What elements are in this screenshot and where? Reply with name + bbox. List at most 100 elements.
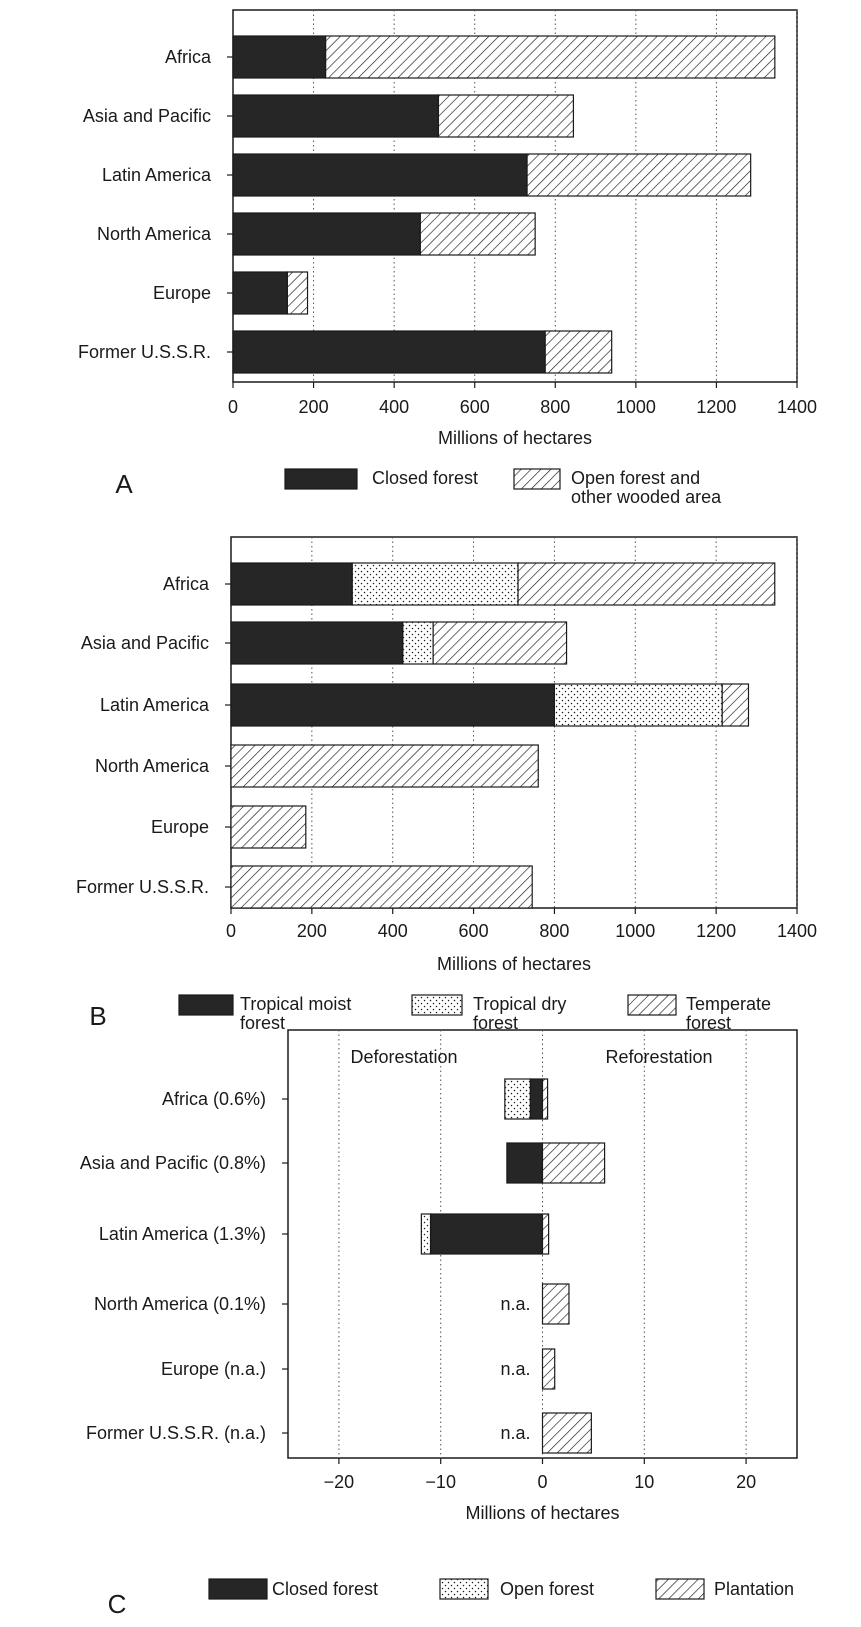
panel-a-category-label-asia-and-pacific: Asia and Pacific (83, 106, 211, 126)
panel-b-bar-latin-america-temperate-forest (721, 683, 750, 727)
panel-a-bar-asia-and-pacific-closed-forest (232, 94, 440, 138)
panel-a-bar-africa-closed-forest (232, 35, 327, 79)
panel-c-forest-change-chart: −20 −10 0 10 20 Millions of hectares Africa (0… (80, 1029, 798, 1619)
panel-a-legend-swatch-open-forest-and-other-wooded-area (513, 468, 561, 490)
panel-b-bar-asia-and-pacific-tropical-moist-forest (230, 621, 404, 665)
panel-c-legend-label-open-forest: Open forest (500, 1579, 594, 1599)
panel-a-legend-label-line: other wooded area (571, 487, 722, 507)
panel-b-panel-letter: B (89, 1001, 106, 1031)
panel-c-x-tick-label: −20 (324, 1472, 355, 1492)
panel-a-bar-africa-open-forest-and-other-wooded-area (325, 35, 776, 79)
panel-b-x-tick-label: 1400 (777, 921, 817, 941)
panel-a-legend-label-line: Open forest and (571, 468, 700, 488)
panel-a-category-label-africa: Africa (165, 47, 212, 67)
panel-b-legend-swatch-tropical-dry-forest (411, 994, 463, 1016)
panel-b-legend-swatch-temperate-forest (627, 994, 677, 1016)
panel-b-legend-label-tropical-dry-forest: Tropical dry forest (473, 994, 566, 1033)
panel-b-category-label-north-america: North America (95, 756, 210, 776)
panel-c-x-tick-label: 20 (736, 1472, 756, 1492)
panel-b-legend-swatch-tropical-moist-forest (178, 994, 234, 1016)
panel-b-category-label-asia-and-pacific: Asia and Pacific (81, 633, 209, 653)
panel-c-bar-asia-and-pacific-0-8-plantation (541, 1142, 606, 1184)
panel-a-x-axis-title: Millions of hectares (438, 428, 592, 448)
panel-b-bar-latin-america-tropical-moist-forest (230, 683, 556, 727)
panel-a-bar-asia-and-pacific-open-forest-and-other-wooded-area (437, 94, 575, 138)
panel-b-x-tick-label: 1200 (696, 921, 736, 941)
panel-a-x-tick-label: 1200 (696, 397, 736, 417)
panel-b-bar-former-u-s-s-r-temperate-forest (230, 865, 533, 909)
panel-a-x-tick-label: 1400 (777, 397, 817, 417)
panel-c-category-label-europe-n-a: Europe (n.a.) (161, 1359, 266, 1379)
panel-a-legend-label-open-forest-and-other-wooded-area: Open forest and other wooded area (571, 468, 722, 507)
panel-b-legend-label-line: Tropical moist (240, 994, 351, 1014)
panel-c-legend-swatch-open-forest (439, 1578, 489, 1600)
panel-c-legend-label-plantation: Plantation (714, 1579, 794, 1599)
panel-c-bar-africa-0-6-closed-forest-loss (529, 1078, 544, 1120)
panel-c-bar-latin-america-1-3-plantation (541, 1213, 550, 1255)
panel-a-x-tick-label: 200 (299, 397, 329, 417)
panel-c-bar-latin-america-1-3-open-forest-loss (420, 1213, 432, 1255)
panel-a-bar-former-u-s-s-r-closed-forest (232, 330, 546, 374)
panel-c-x-axis-title: Millions of hectares (465, 1503, 619, 1523)
panel-c-region-label-deforestation: Deforestation (350, 1047, 457, 1067)
panel-a-x-tick-label: 0 (228, 397, 238, 417)
panel-a-category-label-north-america: North America (97, 224, 212, 244)
panel-b-bar-africa-tropical-dry-forest (351, 562, 519, 606)
panel-c-category-label-north-america-0-1: North America (0.1%) (94, 1294, 266, 1314)
panel-a-legend-swatch-closed-forest (284, 468, 358, 490)
panel-c-bar-europe-n-a-plantation (541, 1348, 556, 1390)
panel-c-category-label-africa-0-6: Africa (0.6%) (162, 1089, 266, 1109)
panel-b-legend-label-line: Temperate (686, 994, 771, 1014)
panel-a-legend-label-line: Closed forest (372, 468, 478, 488)
panel-b-legend-label-temperate-forest: Temperate forest (686, 994, 771, 1033)
panel-b-bar-latin-america-tropical-dry-forest (553, 683, 723, 727)
panel-b-category-label-africa: Africa (163, 574, 210, 594)
panel-b-x-tick-label: 0 (226, 921, 236, 941)
panel-b-legend-label-line: forest (686, 1013, 731, 1033)
panel-c-panel-letter: C (108, 1589, 127, 1619)
panel-a-bar-north-america-closed-forest (232, 212, 421, 256)
panel-b-legend-label-line: Tropical dry (473, 994, 566, 1014)
panel-a-x-tick-label: 800 (540, 397, 570, 417)
panel-a-bar-europe-open-forest-and-other-wooded-area (286, 271, 309, 315)
panel-c-x-tick-label: 0 (537, 1472, 547, 1492)
panel-c-category-label-asia-and-pacific-0-8: Asia and Pacific (0.8%) (80, 1153, 266, 1173)
panel-a-bar-europe-closed-forest (232, 271, 288, 315)
panel-b-bar-asia-and-pacific-tropical-dry-forest (402, 621, 434, 665)
panel-c-legend-swatch-plantation (655, 1578, 705, 1600)
panel-c-category-label-latin-america-1-3: Latin America (1.3%) (99, 1224, 266, 1244)
panel-b-x-tick-label: 800 (539, 921, 569, 941)
panel-c-legend-swatch-closed-forest (208, 1578, 268, 1600)
panel-a-forest-cover-chart: 0 200 400 600 800 1000 1200 1400 Millions of hec… (78, 9, 817, 507)
panel-b-bar-africa-temperate-forest (517, 562, 776, 606)
panel-c-legend-label-closed-forest: Closed forest (272, 1579, 378, 1599)
panel-b-category-label-former-u-s-s-r: Former U.S.S.R. (76, 877, 209, 897)
panel-c-bar-north-america-0-1-plantation (541, 1283, 570, 1325)
panel-c-x-tick-label: 10 (634, 1472, 654, 1492)
panel-a-panel-letter: A (115, 469, 133, 499)
panel-a-bar-latin-america-closed-forest (232, 153, 528, 197)
panel-c-na-label-former-u-s-s-r-n-a: n.a. (500, 1423, 530, 1443)
panel-c-bar-asia-and-pacific-0-8-closed-forest-loss (506, 1142, 544, 1184)
panel-b-bar-asia-and-pacific-temperate-forest (432, 621, 568, 665)
panel-c-na-label-north-america-0-1: n.a. (500, 1294, 530, 1314)
panel-a-legend-label-closed-forest: Closed forest (372, 468, 478, 488)
panel-b-category-label-europe: Europe (151, 817, 209, 837)
panel-a-bar-former-u-s-s-r-open-forest-and-other-wooded-area (544, 330, 613, 374)
panel-b-legend-label-line: forest (240, 1013, 285, 1033)
panel-b-x-tick-label: 400 (378, 921, 408, 941)
panel-a-x-tick-label: 1000 (616, 397, 656, 417)
panel-b-bar-europe-temperate-forest (230, 805, 307, 849)
panel-a-x-tick-label: 400 (379, 397, 409, 417)
panel-b-category-label-latin-america: Latin America (100, 695, 210, 715)
panel-b-x-tick-label: 200 (297, 921, 327, 941)
panel-c-x-tick-label: −10 (425, 1472, 456, 1492)
panel-b-forest-type-chart: 0 200 400 600 800 1000 1200 1400 Millions of hec… (76, 536, 817, 1033)
panel-a-x-tick-label: 600 (460, 397, 490, 417)
panel-a-bar-north-america-open-forest-and-other-wooded-area (419, 212, 536, 256)
panel-c-category-label-former-u-s-s-r-n-a: Former U.S.S.R. (n.a.) (86, 1423, 266, 1443)
panel-c-bar-africa-0-6-open-forest-loss (504, 1078, 531, 1120)
panel-b-legend-label-line: forest (473, 1013, 518, 1033)
panel-c-bar-africa-0-6-plantation (541, 1078, 549, 1120)
